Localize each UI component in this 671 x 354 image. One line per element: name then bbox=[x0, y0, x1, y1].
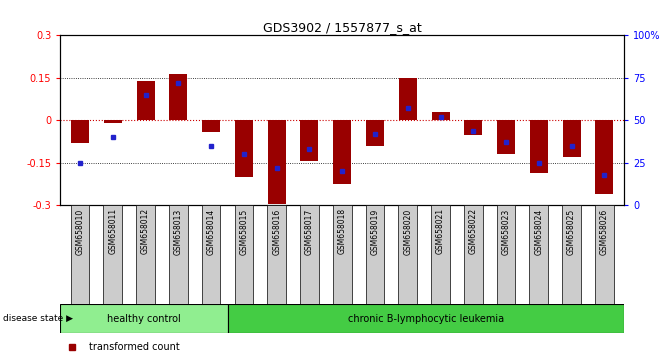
FancyBboxPatch shape bbox=[464, 205, 482, 304]
FancyBboxPatch shape bbox=[227, 304, 624, 333]
Text: GSM658019: GSM658019 bbox=[370, 208, 380, 255]
FancyBboxPatch shape bbox=[562, 205, 581, 304]
FancyBboxPatch shape bbox=[267, 205, 286, 304]
Title: GDS3902 / 1557877_s_at: GDS3902 / 1557877_s_at bbox=[263, 21, 421, 34]
Text: GSM658016: GSM658016 bbox=[272, 208, 281, 255]
Text: GSM658015: GSM658015 bbox=[240, 208, 248, 255]
FancyBboxPatch shape bbox=[399, 205, 417, 304]
FancyBboxPatch shape bbox=[136, 205, 155, 304]
Text: GSM658011: GSM658011 bbox=[108, 208, 117, 255]
Bar bbox=[202, 120, 220, 132]
Bar bbox=[169, 74, 187, 120]
Bar bbox=[431, 112, 450, 120]
Text: GSM658014: GSM658014 bbox=[207, 208, 215, 255]
Text: healthy control: healthy control bbox=[107, 314, 180, 324]
Bar bbox=[464, 120, 482, 135]
Bar bbox=[301, 120, 319, 161]
FancyBboxPatch shape bbox=[70, 205, 89, 304]
Text: GSM658022: GSM658022 bbox=[469, 208, 478, 255]
FancyBboxPatch shape bbox=[366, 205, 384, 304]
Bar bbox=[497, 120, 515, 154]
FancyBboxPatch shape bbox=[595, 205, 614, 304]
FancyBboxPatch shape bbox=[300, 205, 319, 304]
Bar bbox=[137, 81, 154, 120]
Text: GSM658018: GSM658018 bbox=[338, 208, 347, 255]
Bar bbox=[530, 120, 548, 173]
Bar bbox=[268, 120, 286, 204]
Bar bbox=[366, 120, 384, 146]
Text: GSM658020: GSM658020 bbox=[403, 208, 412, 255]
FancyBboxPatch shape bbox=[333, 205, 352, 304]
Text: GSM658023: GSM658023 bbox=[501, 208, 511, 255]
Bar bbox=[399, 78, 417, 120]
Text: transformed count: transformed count bbox=[89, 342, 179, 352]
FancyBboxPatch shape bbox=[497, 205, 515, 304]
Text: GSM658021: GSM658021 bbox=[436, 208, 445, 255]
FancyBboxPatch shape bbox=[235, 205, 253, 304]
Text: GSM658026: GSM658026 bbox=[600, 208, 609, 255]
Text: GSM658024: GSM658024 bbox=[534, 208, 544, 255]
Text: GSM658013: GSM658013 bbox=[174, 208, 183, 255]
Text: GSM658010: GSM658010 bbox=[76, 208, 85, 255]
Bar bbox=[333, 120, 351, 184]
Bar bbox=[235, 120, 253, 177]
Bar bbox=[104, 120, 122, 123]
Bar bbox=[595, 120, 613, 194]
FancyBboxPatch shape bbox=[60, 304, 227, 333]
Bar bbox=[562, 120, 580, 157]
FancyBboxPatch shape bbox=[431, 205, 450, 304]
Text: disease state ▶: disease state ▶ bbox=[3, 314, 73, 323]
Text: chronic B-lymphocytic leukemia: chronic B-lymphocytic leukemia bbox=[348, 314, 504, 324]
FancyBboxPatch shape bbox=[529, 205, 548, 304]
Text: GSM658025: GSM658025 bbox=[567, 208, 576, 255]
FancyBboxPatch shape bbox=[103, 205, 122, 304]
Text: GSM658017: GSM658017 bbox=[305, 208, 314, 255]
FancyBboxPatch shape bbox=[169, 205, 188, 304]
Bar bbox=[71, 120, 89, 143]
FancyBboxPatch shape bbox=[202, 205, 221, 304]
Text: GSM658012: GSM658012 bbox=[141, 208, 150, 255]
